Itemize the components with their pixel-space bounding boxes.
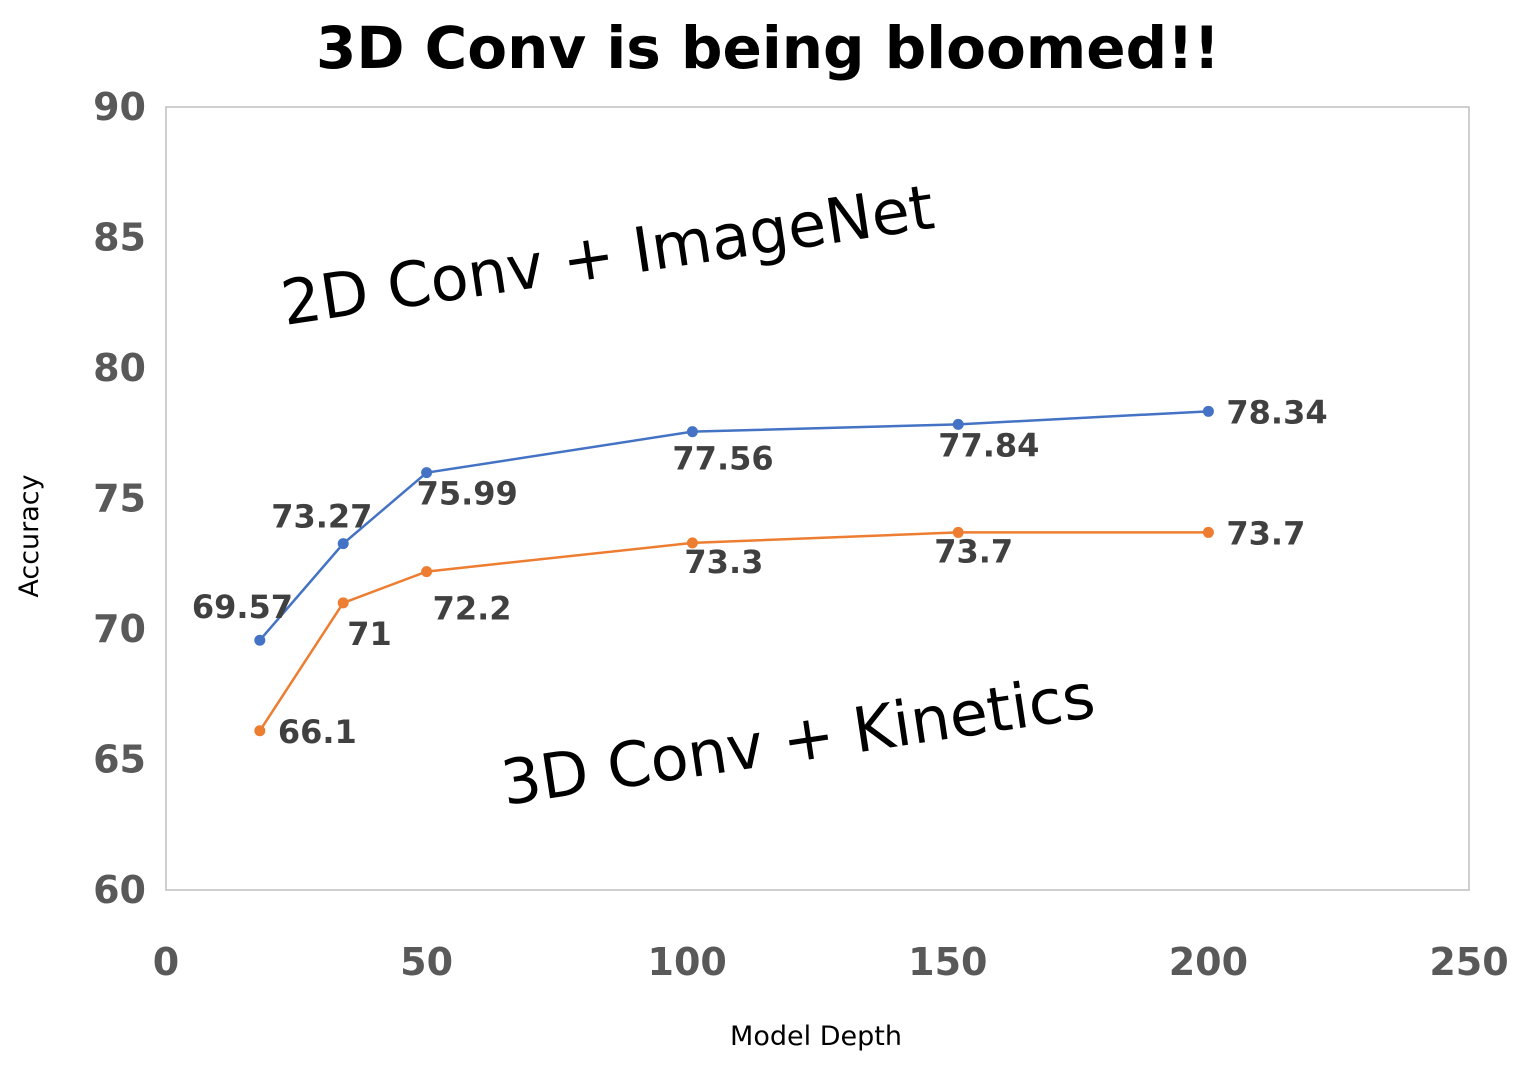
y-tick-label: 65 bbox=[93, 738, 146, 782]
y-tick-label: 60 bbox=[93, 868, 146, 912]
series-1-data-label: 73.7 bbox=[934, 532, 1013, 570]
series-1-point bbox=[1202, 526, 1214, 538]
x-tick-label: 0 bbox=[153, 940, 179, 984]
chart-title: 3D Conv is being bloomed!! bbox=[315, 14, 1220, 82]
series-1-data-label: 73.7 bbox=[1226, 514, 1305, 552]
series-0-point bbox=[254, 634, 266, 646]
series-1-point bbox=[952, 526, 964, 538]
y-axis-title: Accuracy bbox=[14, 474, 45, 597]
y-tick-label: 85 bbox=[93, 216, 146, 260]
series-0-line bbox=[258, 410, 1209, 642]
series-0-point bbox=[337, 538, 349, 550]
series-1-point bbox=[686, 537, 698, 549]
series-1-data-label: 73.3 bbox=[684, 543, 763, 581]
series-0-data-label: 77.84 bbox=[938, 426, 1039, 464]
series-0-data-label: 69.57 bbox=[192, 588, 293, 626]
y-tick-labels: 60 65 70 75 80 85 90 bbox=[93, 85, 146, 912]
series-layer bbox=[254, 405, 1214, 737]
series-1-data-label: 66.1 bbox=[278, 713, 357, 751]
series-1-data-label: 72.2 bbox=[433, 590, 512, 628]
series-0-point bbox=[421, 467, 433, 479]
series-1-point bbox=[254, 725, 266, 737]
y-tick-label: 70 bbox=[93, 607, 146, 651]
series-1-data-label: 71 bbox=[347, 615, 392, 653]
series-1-line bbox=[258, 531, 1209, 732]
data-label-layer: 69.57 73.27 75.99 77.56 77.84 78.34 66.1 71 72.2… bbox=[192, 393, 1328, 750]
series-0-data-label: 77.56 bbox=[672, 440, 773, 478]
x-tick-label: 250 bbox=[1429, 940, 1508, 984]
y-tick-label: 90 bbox=[93, 85, 146, 129]
series-0-point bbox=[686, 426, 698, 438]
plot-area bbox=[165, 106, 1470, 891]
series-0-data-label: 73.27 bbox=[271, 498, 372, 536]
series-1-point bbox=[337, 597, 349, 609]
x-tick-label: 200 bbox=[1169, 940, 1248, 984]
y-tick-label: 75 bbox=[93, 477, 146, 521]
series-0-data-label: 78.34 bbox=[1226, 393, 1327, 431]
x-tick-labels: 0 50 100 150 200 250 bbox=[153, 940, 1509, 984]
x-tick-label: 150 bbox=[908, 940, 987, 984]
x-axis-title: Model Depth bbox=[730, 1021, 902, 1052]
y-tick-label: 80 bbox=[93, 346, 146, 390]
x-tick-label: 100 bbox=[648, 940, 727, 984]
series-1-point bbox=[421, 566, 433, 578]
x-tick-label: 50 bbox=[400, 940, 453, 984]
series-0-point bbox=[1202, 405, 1214, 417]
series-0-data-label: 75.99 bbox=[417, 475, 518, 513]
series-0-point bbox=[952, 418, 964, 430]
